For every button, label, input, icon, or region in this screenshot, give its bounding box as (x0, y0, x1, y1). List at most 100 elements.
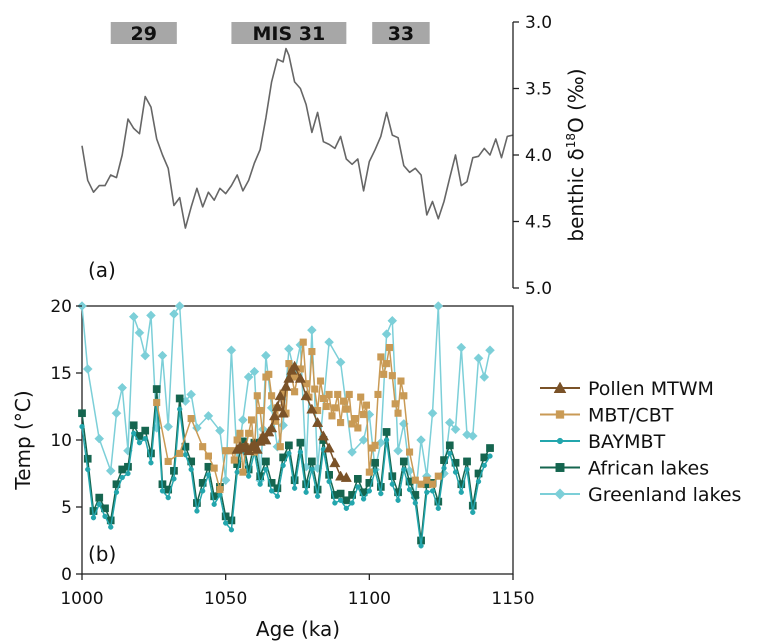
data-point-baymbt (349, 500, 355, 506)
data-point-baymbt (475, 478, 482, 485)
data-point-baymbt (383, 437, 390, 443)
data-point-baymbt (355, 484, 361, 490)
y-label-suffix: O (‰) (564, 68, 588, 133)
data-point-baymbt (360, 496, 367, 502)
data-point-greenland-lakes (347, 447, 357, 457)
legend-label: Pollen MTWM (588, 378, 714, 400)
panel-b-y-ticks: 0 5 10 15 20 (50, 297, 82, 585)
data-point-mbt-cbt (245, 429, 253, 437)
data-point-pollen-mtwm (260, 434, 272, 445)
data-point-mbt-cbt (428, 480, 437, 488)
data-point-baymbt (406, 486, 413, 493)
data-point-mbt-cbt (308, 348, 316, 356)
data-point-baymbt (182, 452, 189, 458)
data-point-greenland-lakes (433, 301, 444, 311)
data-point-mbt-cbt (299, 338, 307, 346)
data-point-greenland-lakes (307, 325, 317, 335)
data-point-mbt-cbt (276, 443, 284, 451)
data-point-mbt-cbt (268, 392, 276, 400)
x-tick-label: 1050 (204, 589, 247, 609)
data-point-african-lakes (353, 475, 362, 483)
data-point-greenland-lakes (163, 421, 174, 432)
data-point-african-lakes (141, 426, 150, 435)
data-point-greenland-lakes (450, 424, 461, 435)
data-point-baymbt (470, 509, 476, 516)
data-point-mbt-cbt (204, 452, 212, 460)
data-point-pollen-mtwm (306, 403, 318, 414)
x-tick-label: 1000 (60, 589, 103, 609)
data-point-african-lakes (463, 457, 471, 466)
panel-a-y-ticks: 3.0 3.5 4.0 4.5 5.0 (513, 13, 552, 299)
data-point-mbt-cbt (360, 410, 368, 419)
data-point-greenland-lakes (220, 475, 231, 486)
data-point-greenland-lakes (261, 350, 271, 361)
data-point-baymbt (159, 488, 166, 494)
data-point-greenland-lakes (243, 372, 254, 382)
y-tick-label: 0 (61, 565, 72, 585)
data-point-greenland-lakes (485, 345, 495, 356)
data-point-mbt-cbt (339, 397, 348, 405)
data-point-baymbt (274, 493, 281, 499)
panel-a-oxygen-isotope-chart: 29 MIS 31 33 3.0 3.5 4.0 4.5 5.0 (a) benthic δ… (81, 13, 588, 299)
data-point-baymbt (343, 505, 349, 511)
mis-stage-label-mis-31: MIS 31 (253, 23, 326, 45)
panel-a-y-tick-label: 3.5 (525, 80, 552, 100)
panel-b-label: (b) (88, 542, 116, 566)
mis-stage-29 (110, 22, 177, 44)
data-point-greenland-lakes (134, 327, 145, 338)
data-point-mbt-cbt (236, 429, 244, 437)
legend-label: Greenland lakes (588, 484, 741, 506)
data-point-african-lakes (175, 394, 184, 403)
data-point-baymbt (205, 472, 212, 478)
data-point-baymbt (389, 481, 395, 487)
legend-item-baymbt: BAYMBT (540, 431, 666, 453)
data-point-mbt-cbt (385, 343, 393, 352)
data-point-baymbt (429, 488, 436, 494)
data-point-mbt-cbt (311, 385, 319, 393)
data-point-african-lakes (371, 458, 379, 467)
data-point-baymbt (165, 494, 171, 501)
data-point-baymbt (268, 488, 275, 494)
data-point-baymbt (464, 466, 470, 473)
data-point-greenland-lakes (157, 350, 168, 361)
data-point-baymbt (125, 470, 131, 477)
panel-a-y-tick-label: 3.0 (525, 13, 552, 33)
data-point-mbt-cbt (291, 388, 299, 396)
panel-b-series (77, 301, 495, 549)
data-point-greenland-lakes (117, 382, 128, 393)
data-point-baymbt (291, 485, 298, 491)
data-point-mbt-cbt (377, 353, 385, 361)
data-point-greenland-lakes (186, 389, 197, 400)
data-point-african-lakes (486, 444, 494, 452)
data-point-mbt-cbt (411, 476, 419, 484)
data-point-pollen-mtwm (268, 410, 281, 421)
data-point-pollen-mtwm (312, 416, 324, 427)
x-axis-label: Age (ka) (256, 617, 340, 641)
data-point-baymbt (188, 466, 194, 473)
data-point-african-lakes (273, 484, 282, 493)
data-point-mbt-cbt (230, 456, 238, 464)
legend-item-greenland-lakes: Greenland lakes (540, 484, 741, 506)
data-point-mbt-cbt (391, 400, 399, 408)
data-point-greenland-lakes (203, 411, 214, 421)
data-point-baymbt (119, 474, 125, 481)
data-point-pollen-mtwm (271, 400, 283, 411)
data-point-mbt-cbt (354, 424, 362, 432)
data-point-mbt-cbt (342, 405, 350, 413)
data-point-greenland-lakes (467, 431, 478, 441)
data-point-african-lakes (445, 441, 454, 450)
data-point-mbt-cbt (334, 390, 342, 398)
data-point-baymbt (177, 406, 183, 412)
panel-a-y-tick-label: 5.0 (525, 279, 552, 299)
data-point-pollen-mtwm (289, 360, 301, 371)
legend-swatch-marker (556, 437, 564, 445)
data-point-baymbt (309, 466, 315, 473)
panel-a-y-tick-label: 4.5 (525, 213, 552, 233)
data-point-african-lakes (336, 489, 345, 498)
data-point-baymbt (223, 520, 229, 526)
data-point-mbt-cbt (216, 486, 224, 494)
data-point-baymbt (136, 440, 143, 446)
legend-swatch-marker (554, 488, 566, 500)
data-point-baymbt (257, 481, 263, 487)
y-tick-label: 20 (50, 297, 72, 317)
